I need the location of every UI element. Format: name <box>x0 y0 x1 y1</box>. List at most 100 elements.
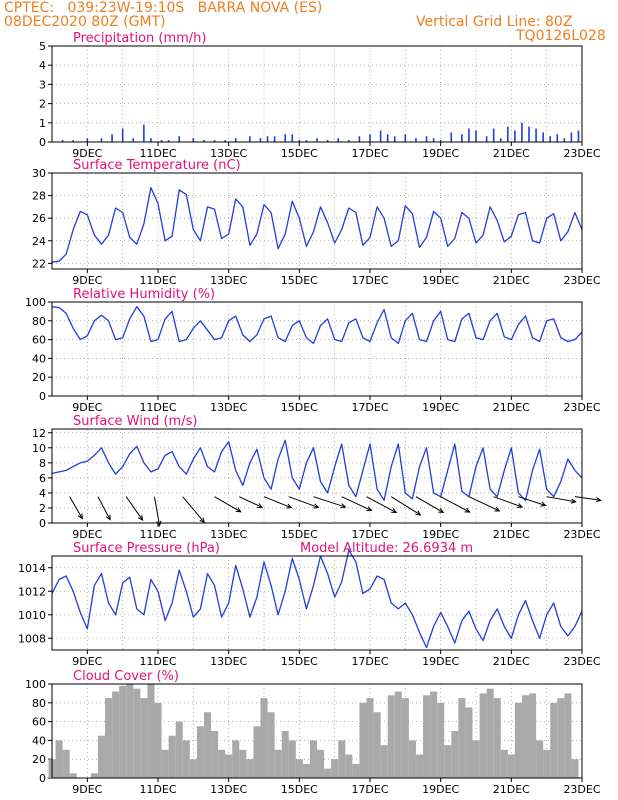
wind-arrow-shaft <box>390 496 421 516</box>
temp-panel: 22 24 26 28 30 9DEC 11DEC 13DEC 15DEC 17DEC 19DEC 2… <box>32 158 601 287</box>
cloud-bar <box>90 773 98 778</box>
cloud-bar <box>62 749 70 778</box>
cloud-bar <box>281 731 289 778</box>
precip-bar <box>326 140 329 142</box>
precip-ytick-label: 4 <box>39 59 46 72</box>
precip-bar <box>386 134 389 142</box>
cloud-ytick-label: 60 <box>32 716 46 729</box>
wind-arrow-head <box>540 501 547 507</box>
wind-arrow-shaft <box>366 496 397 513</box>
wind-arrow-shaft <box>239 496 263 508</box>
precip-bar <box>111 134 113 142</box>
cloud-bar <box>373 712 381 778</box>
wind-title: Surface Wind (m/s) <box>73 414 197 429</box>
precip-bar <box>514 130 516 142</box>
cloud-bar <box>564 693 572 778</box>
precip-xtick-label: 19DEC <box>422 147 459 160</box>
cloud-bar <box>423 695 431 778</box>
precip-bar <box>167 140 170 142</box>
temp-xtick-label: 21DEC <box>493 274 530 287</box>
rh-ytick-label: 20 <box>32 371 46 384</box>
pressure-xtick-label: 13DEC <box>210 655 247 668</box>
precip-bar <box>203 140 205 142</box>
cloud-bar <box>253 726 261 778</box>
precip-bar <box>284 134 286 142</box>
wind-arrow-head <box>464 507 471 513</box>
cloud-ytick-label: 0 <box>39 772 46 785</box>
precip-bar <box>348 140 350 142</box>
precip-bar <box>556 134 559 142</box>
wind-arrow-head <box>391 508 398 513</box>
wind-arrow <box>518 496 547 507</box>
cloud-bar <box>317 749 325 778</box>
cloud-bar <box>514 702 522 778</box>
header-date: 08DEC2020 80Z (GMT) <box>4 14 166 30</box>
precip-ytick-label: 1 <box>39 117 46 130</box>
cloud-bar <box>486 688 494 778</box>
cloud-bar <box>465 707 473 778</box>
wind-arrow-shaft <box>518 496 546 506</box>
precip-bar <box>450 132 453 142</box>
cloud-frame <box>51 683 583 779</box>
wind-xtick-label: 17DEC <box>351 528 388 541</box>
temp-series-line <box>51 187 583 263</box>
cloud-ytick-label: 20 <box>32 753 46 766</box>
rh-ytick-label: 60 <box>32 334 46 347</box>
precip-xtick-label: 23DEC <box>563 147 600 160</box>
cloud-bar <box>543 749 551 778</box>
wind-arrow <box>97 496 111 521</box>
rh-xtick-label: 15DEC <box>281 401 318 414</box>
precip-xtick-label: 11DEC <box>139 147 176 160</box>
temp-ytick-label: 22 <box>32 257 46 270</box>
wind-arrow-shaft <box>546 496 576 503</box>
cloud-bar <box>295 759 303 778</box>
wind-ytick-label: 4 <box>39 487 46 500</box>
cloud-bar <box>521 695 530 778</box>
wind-arrow <box>574 496 602 503</box>
precip-bar <box>160 140 163 142</box>
cloud-bar <box>119 685 127 778</box>
wind-arrow <box>263 496 293 509</box>
precip-bar <box>461 134 463 142</box>
precip-bar <box>249 136 251 142</box>
pressure-xtick-label: 23DEC <box>563 655 600 668</box>
cloud-bar <box>147 684 155 778</box>
wind-arrow-head <box>286 503 293 509</box>
cloud-bar <box>536 740 544 778</box>
cloud-xtick-label: 21DEC <box>493 783 530 796</box>
pressure-xtick-label: 11DEC <box>139 655 176 668</box>
precip-bar <box>150 138 152 142</box>
wind-arrow <box>239 496 264 508</box>
header-line1: CPTEC: 039:23W-19:10S BARRA NOVA (ES) <box>4 0 323 16</box>
wind-arrow-head <box>257 503 264 508</box>
wind-series-line <box>51 439 583 502</box>
header-grid-note: Vertical Grid Line: 80Z <box>416 14 573 30</box>
wind-arrow <box>214 496 242 513</box>
precip-bar <box>563 138 566 142</box>
temp-ytick-label: 24 <box>32 235 46 248</box>
temp-ytick-label: 30 <box>32 167 46 180</box>
cloud-bar <box>267 712 275 778</box>
wind-arrow <box>125 496 144 522</box>
wind-arrow-head <box>105 514 111 521</box>
precip-bar <box>358 136 361 142</box>
wind-arrow <box>493 496 524 509</box>
precip-bar <box>192 138 195 142</box>
precip-bar <box>369 134 371 142</box>
wind-arrow-head <box>313 503 320 509</box>
cloud-bar <box>154 702 162 778</box>
cloud-bar <box>331 759 339 778</box>
temp-xtick-label: 9DEC <box>72 274 102 287</box>
wind-ytick-label: 6 <box>39 472 46 485</box>
cloud-bar <box>415 754 424 778</box>
cloud-bar <box>105 698 113 778</box>
cloud-panel: 0 20 40 60 80 100 9DEC 11DEC 13DEC 15DEC 17DEC 19DE… <box>25 669 601 796</box>
cloud-bar <box>196 726 204 778</box>
cloud-xtick-label: 15DEC <box>281 783 318 796</box>
temp-ytick-label: 26 <box>32 212 46 225</box>
rh-xtick-label: 17DEC <box>351 401 388 414</box>
precip-bar <box>178 136 180 142</box>
cloud-bar <box>189 759 197 778</box>
wind-arrow-shaft <box>182 496 205 523</box>
